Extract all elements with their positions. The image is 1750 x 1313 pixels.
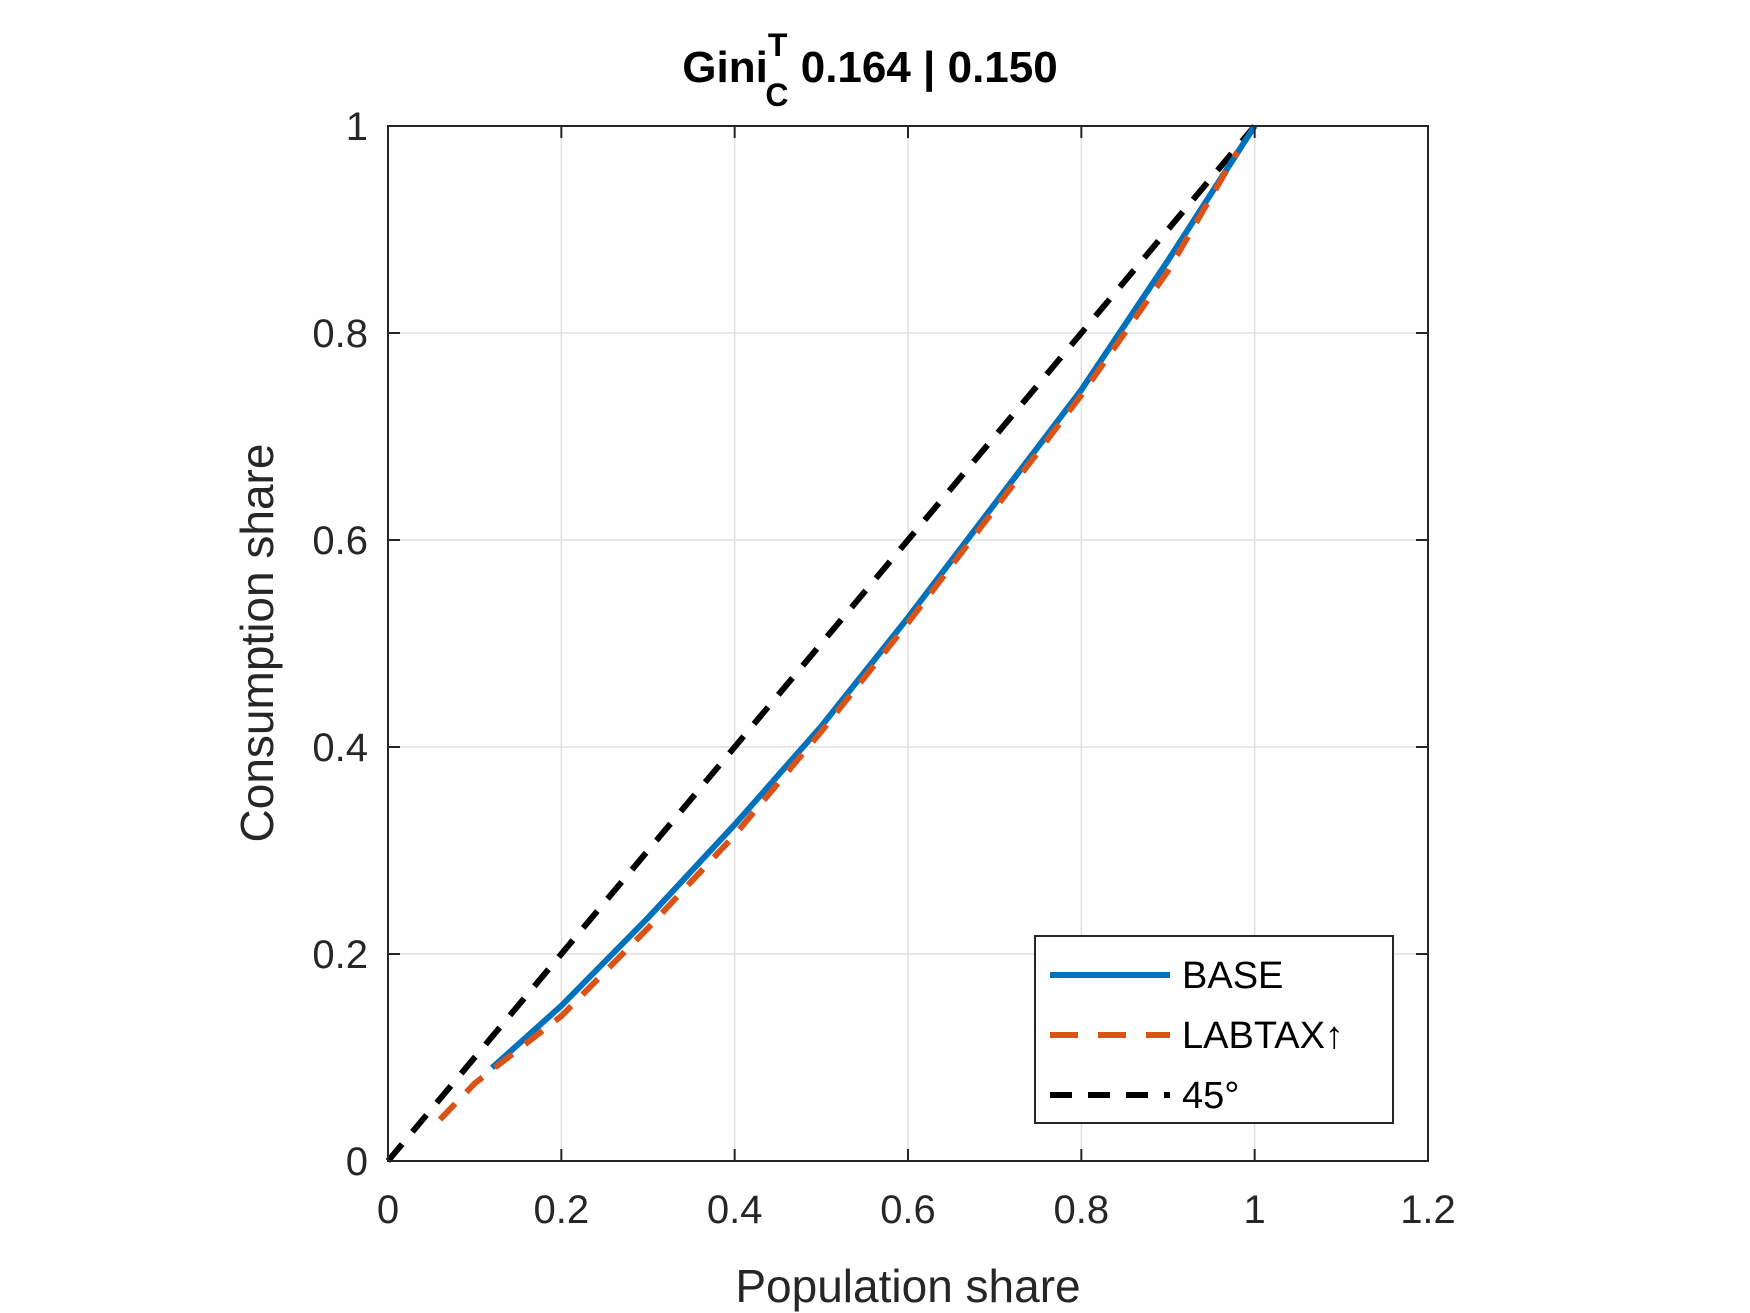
x-tick-labels: 0 0.2 0.4 0.6 0.8 1 1.2: [377, 1188, 1456, 1232]
legend: BASE LABTAX↑ 45°: [1034, 935, 1394, 1124]
x-tick-label: 0.2: [534, 1188, 590, 1232]
x-tick-label: 0.8: [1054, 1188, 1110, 1232]
x-tick-label: 0: [377, 1188, 399, 1232]
x-tick-label: 0.6: [880, 1188, 936, 1232]
y-tick-label: 1: [346, 105, 368, 149]
y-tick-labels: 0 0.2 0.4 0.6 0.8 1: [312, 105, 368, 1184]
chart-title: GiniT C 0.164 | 0.150: [682, 27, 1057, 113]
chart-title-superscript: T: [768, 27, 788, 63]
y-tick-label: 0.4: [312, 726, 368, 770]
chart-title-suffix: 0.164 | 0.150: [789, 43, 1058, 93]
y-tick-label: 0: [346, 1140, 368, 1184]
y-tick-label: 0.2: [312, 933, 368, 977]
x-tick-label: 1.2: [1400, 1188, 1456, 1232]
series-line: [437, 150, 1240, 1122]
y-axis-label: Consumption share: [231, 444, 283, 843]
chart-title-main: Gini: [682, 43, 768, 92]
x-axis-label: Population share: [735, 1260, 1080, 1312]
legend-box: [1034, 935, 1394, 1124]
series-layer: [385, 124, 1258, 1163]
series-line: [489, 124, 1258, 1071]
x-tick-label: 0.4: [707, 1188, 763, 1232]
axis-ticks: [387, 125, 1429, 1162]
chart-title-subscript: C: [765, 77, 788, 113]
legend-label: LABTAX↑: [1182, 1015, 1344, 1057]
y-tick-label: 0.8: [312, 312, 368, 356]
y-tick-label: 0.6: [312, 519, 368, 563]
legend-label: 45°: [1182, 1075, 1239, 1117]
legend-label: BASE: [1182, 955, 1283, 997]
x-tick-label: 1: [1244, 1188, 1266, 1232]
